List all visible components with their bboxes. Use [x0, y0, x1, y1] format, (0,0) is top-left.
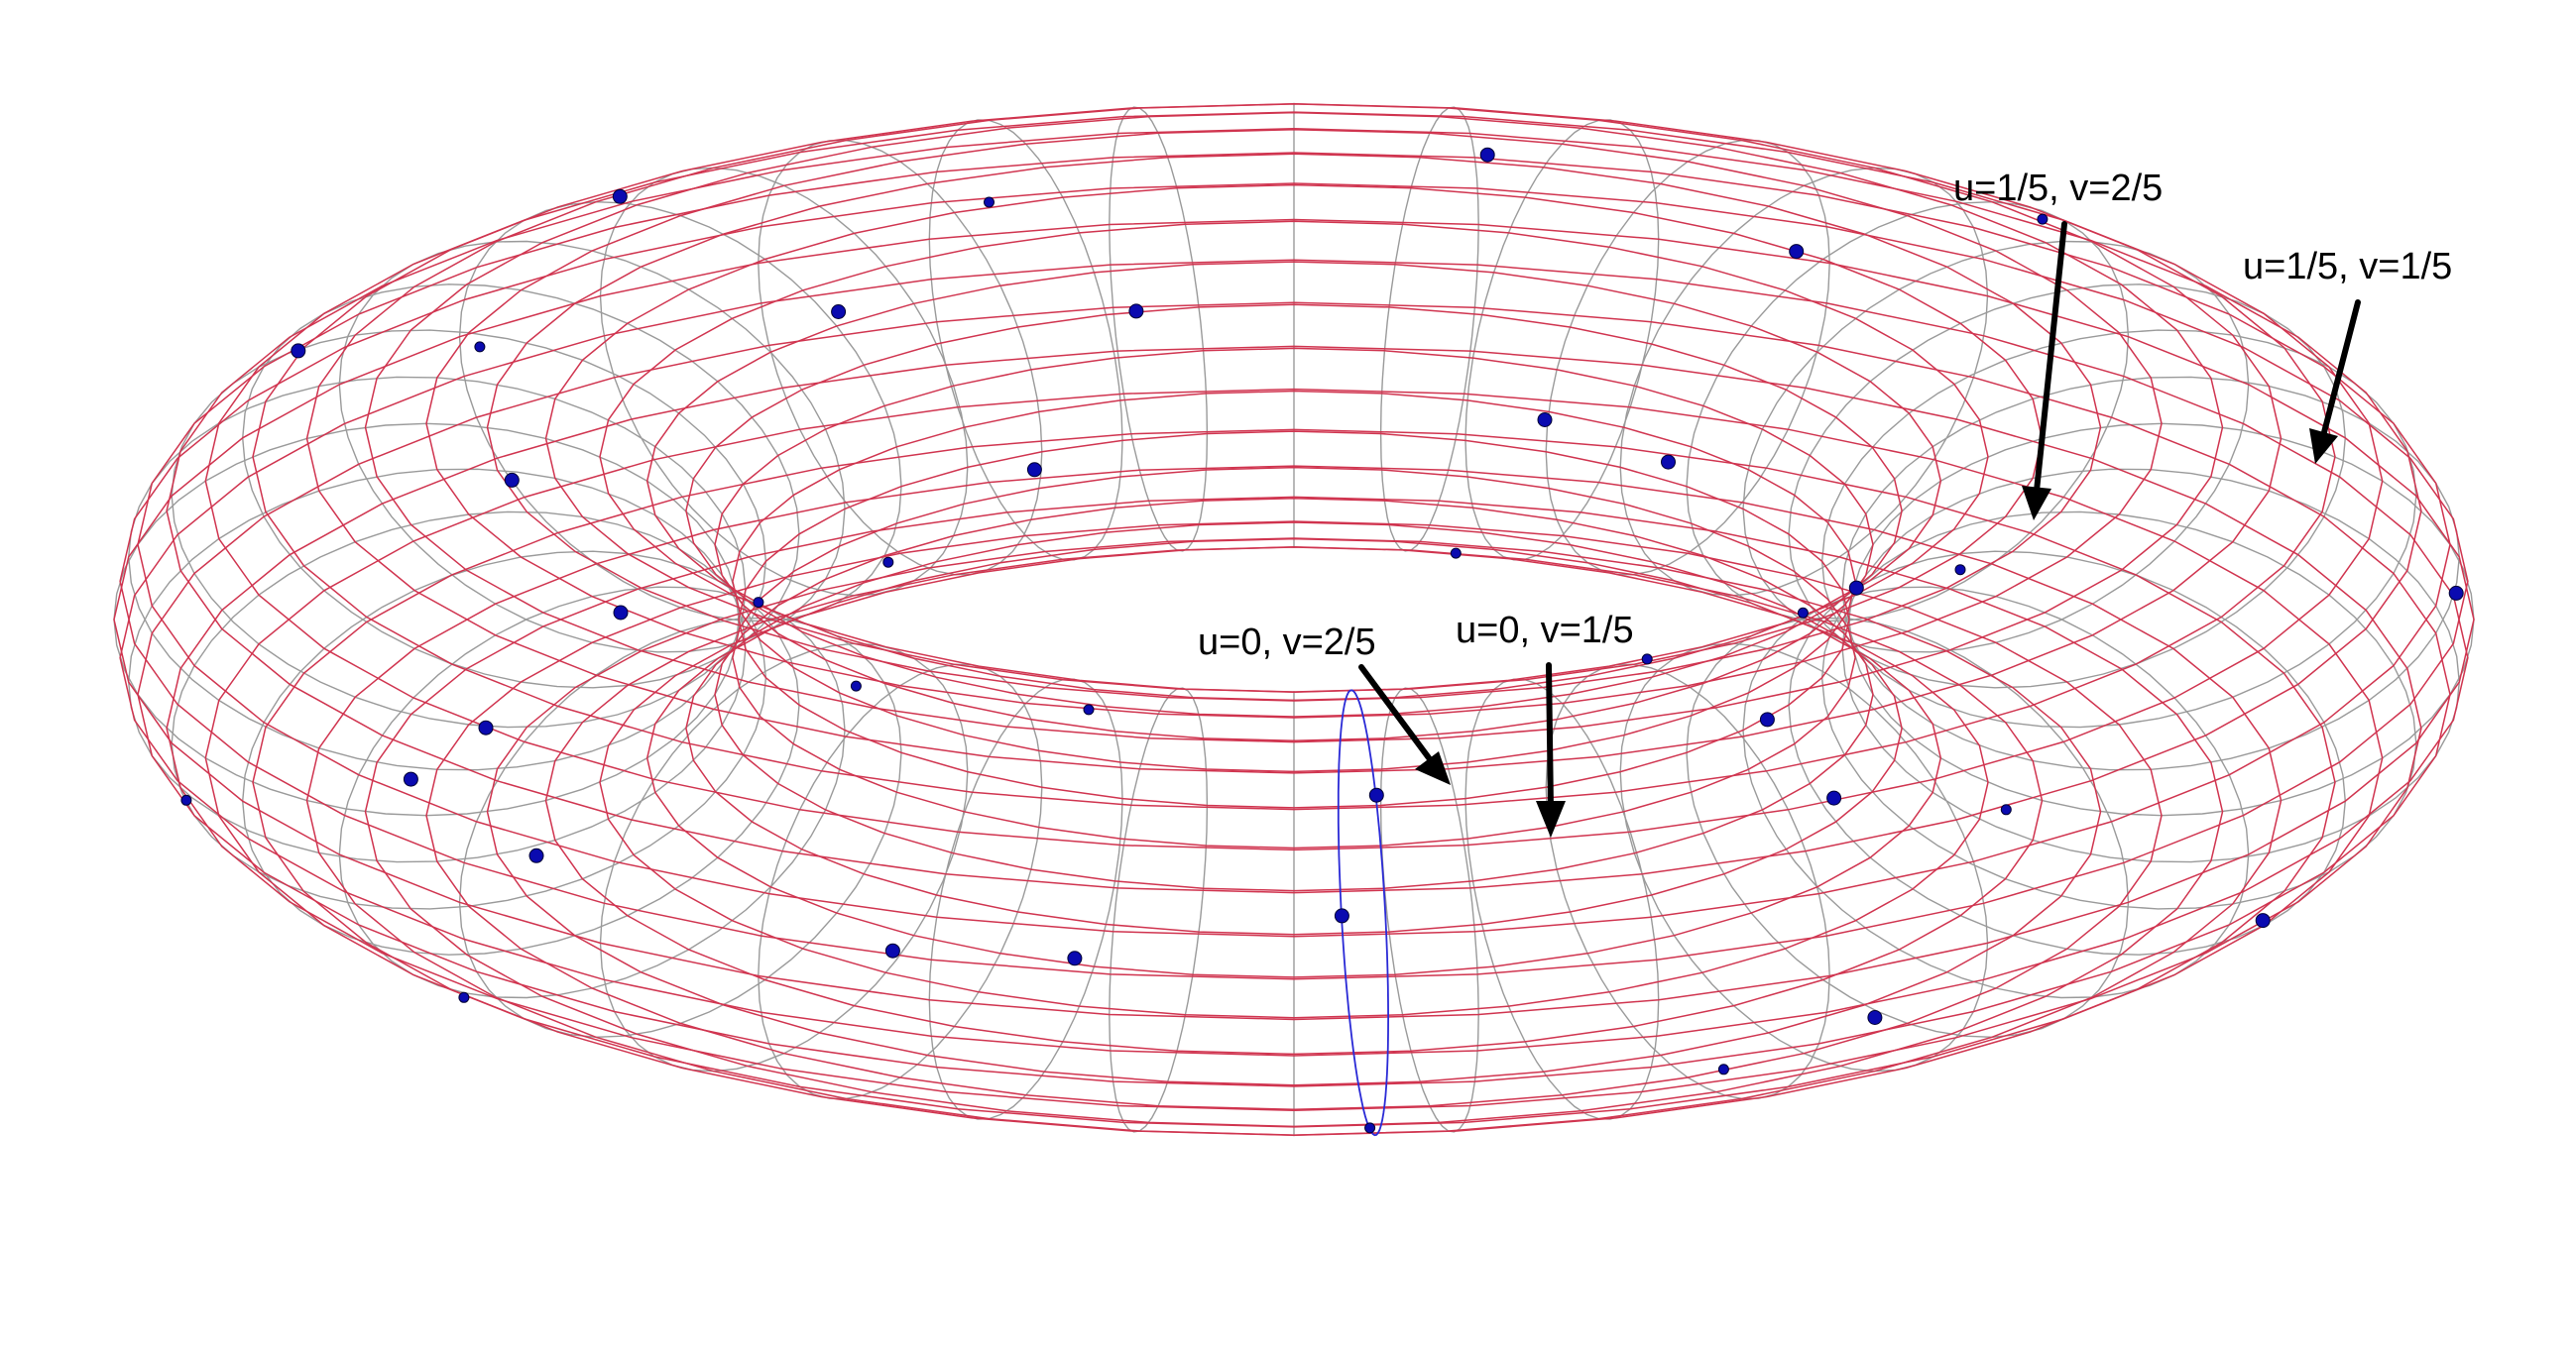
- sample-point: [528, 848, 544, 863]
- sample-point: [1759, 712, 1775, 728]
- sample-point: [2448, 585, 2464, 601]
- toroidal-line: [599, 220, 1989, 693]
- annotations: u=0, v=2/5 u=0, v=1/5 u=1/5, v=2/5 u=1/5…: [1198, 168, 2452, 838]
- sample-point: [612, 188, 628, 204]
- toroidal-line: [137, 152, 2451, 938]
- toroidal-line: [305, 103, 2283, 774]
- sample-point: [478, 720, 494, 736]
- sample-point: [2255, 913, 2271, 929]
- sample-point: [1128, 303, 1144, 319]
- sample-point: [984, 196, 995, 208]
- annotation-u0-v1-5: u=0, v=1/5: [1456, 610, 1634, 838]
- sample-point: [1067, 951, 1083, 966]
- toroidal-line: [714, 347, 1874, 742]
- toroidal-line: [599, 546, 1989, 1019]
- sample-point: [1661, 454, 1676, 470]
- sample-point: [753, 597, 764, 609]
- toroidal-line: [685, 521, 1903, 936]
- annotation-label: u=1/5, v=1/5: [2243, 246, 2452, 287]
- toroidal-line: [645, 537, 1942, 978]
- toroidal-line: [738, 430, 1850, 809]
- annotation-label: u=0, v=2/5: [1198, 622, 1376, 663]
- sample-point: [474, 341, 486, 353]
- toroidal-line: [119, 182, 2469, 980]
- toroidal-line: [252, 102, 2336, 811]
- toroidal-line: [166, 127, 2422, 894]
- toroidal-line: [113, 218, 2475, 1021]
- sample-point: [1954, 564, 1966, 576]
- arrow-head-icon: [2022, 486, 2051, 520]
- toroidal-line: [544, 183, 2044, 693]
- sample-point: [1537, 412, 1553, 427]
- sample-point: [1334, 908, 1349, 924]
- toroidal-line: [364, 496, 2224, 1128]
- toroidal-line: [119, 259, 2469, 1057]
- sample-point: [1450, 547, 1462, 559]
- annotation-arrow-shaft: [1358, 664, 1436, 766]
- annotation-u1-5-v1-5: u=1/5, v=1/5: [2243, 246, 2452, 464]
- toroidal-line: [252, 428, 2336, 1137]
- sample-point: [403, 771, 418, 787]
- sample-point: [1479, 147, 1495, 163]
- torus-wireframe: [113, 102, 2475, 1137]
- annotation-arrow-shaft: [2034, 221, 2067, 494]
- sample-point: [884, 943, 900, 959]
- sample-point: [1641, 653, 1653, 665]
- arrow-head-icon: [1536, 801, 1566, 838]
- toroidal-line: [486, 537, 2102, 1086]
- toroidal-line: [732, 390, 1856, 773]
- toroidal-line: [645, 261, 1942, 702]
- sample-point: [180, 794, 192, 806]
- toroidal-line: [486, 153, 2102, 702]
- sample-point: [1789, 244, 1805, 260]
- arrow-head-icon: [1415, 751, 1451, 785]
- toroidal-line: [425, 128, 2163, 719]
- sample-point: [1364, 1122, 1376, 1134]
- toroidal-line: [364, 111, 2224, 743]
- toroidal-line: [137, 301, 2451, 1087]
- toroidal-line: [714, 497, 1874, 892]
- toroidal-line: [305, 465, 2283, 1136]
- sample-point: [1368, 787, 1384, 803]
- sample-point: [1026, 462, 1042, 478]
- sample-point: [882, 556, 894, 568]
- sample-point: [1867, 1010, 1883, 1025]
- sample-point: [2000, 804, 2012, 816]
- arrow-head-icon: [2309, 428, 2338, 464]
- toroidal-line: [204, 388, 2384, 1128]
- sample-point: [1717, 1064, 1729, 1075]
- toroidal-line: [166, 345, 2422, 1112]
- annotation-label: u=1/5, v=2/5: [1953, 168, 2163, 209]
- sample-point: [850, 680, 862, 692]
- sample-point: [2037, 213, 2049, 225]
- annotation-arrow-shaft: [1546, 662, 1554, 812]
- sample-point: [1826, 790, 1842, 806]
- sample-point: [458, 991, 470, 1003]
- toroidal-line: [732, 466, 1856, 849]
- annotation-label: u=0, v=1/5: [1456, 610, 1634, 651]
- sample-point: [291, 343, 306, 359]
- annotation-u1-5-v2-5: u=1/5, v=2/5: [1953, 168, 2163, 520]
- annotation-u0-v2-5: u=0, v=2/5: [1198, 622, 1451, 785]
- toroidal-line: [544, 546, 2044, 1056]
- sample-point: [831, 304, 847, 319]
- sample-point: [1848, 580, 1864, 596]
- toroidal-mesh-lines: [113, 102, 2475, 1137]
- sample-point: [1797, 607, 1809, 619]
- annotation-arrow-shaft: [2320, 299, 2361, 439]
- sample-points: [180, 147, 2464, 1134]
- sample-point: [1083, 704, 1095, 716]
- sample-point: [504, 472, 520, 488]
- toroidal-line: [685, 303, 1903, 718]
- sample-point: [613, 605, 629, 621]
